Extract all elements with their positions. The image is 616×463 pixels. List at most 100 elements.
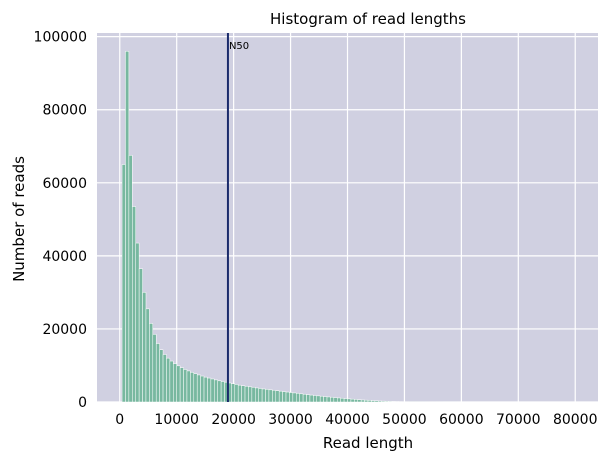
y-tick-label: 20000 — [42, 322, 87, 338]
histogram-bar — [128, 155, 133, 403]
histogram-bar — [237, 384, 242, 403]
histogram-bar — [190, 372, 195, 403]
histogram-bar — [149, 323, 154, 403]
histogram-bar — [302, 394, 307, 403]
histogram-bar — [306, 394, 311, 403]
histogram-bar — [388, 401, 393, 403]
histogram-bar — [132, 206, 136, 403]
histogram-bar — [337, 397, 341, 403]
histogram-bar — [176, 365, 181, 403]
histogram-bar — [210, 378, 215, 403]
histogram-bar — [340, 398, 345, 403]
histogram-bar — [241, 385, 246, 403]
histogram-bar — [364, 399, 369, 403]
histogram-bar — [384, 401, 389, 403]
histogram-bar — [162, 354, 167, 403]
histogram-bar — [268, 389, 273, 403]
x-tick-label: 80000 — [553, 412, 598, 428]
histogram-bars — [121, 51, 464, 403]
histogram-bar — [357, 399, 362, 403]
x-axis-label: Read length — [323, 434, 413, 452]
histogram-bar — [159, 349, 164, 403]
x-tick-label: 20000 — [211, 412, 256, 428]
histogram-bar — [173, 363, 177, 403]
histogram-bar — [333, 397, 338, 403]
histogram-bar — [285, 391, 290, 403]
histogram-bar — [125, 51, 130, 403]
histogram-bar — [251, 387, 256, 403]
histogram-bar — [217, 380, 222, 403]
histogram-bar — [193, 373, 198, 403]
histogram-bar — [289, 392, 294, 403]
histogram-bar — [135, 242, 140, 403]
x-tick-label: 30000 — [268, 412, 313, 428]
histogram-bar — [282, 391, 287, 403]
histogram-bar — [145, 308, 150, 403]
histogram-bar — [371, 400, 376, 403]
histogram-bar — [275, 390, 280, 403]
histogram-bar — [278, 390, 283, 403]
histogram-bar — [255, 387, 259, 403]
histogram-bar — [258, 388, 263, 403]
histogram-bar — [367, 400, 372, 403]
histogram-bar — [231, 383, 236, 403]
histogram-bar — [166, 357, 171, 403]
x-tick-label: 50000 — [382, 412, 427, 428]
histogram-bar — [200, 375, 205, 403]
n50-label: N50 — [229, 41, 249, 52]
histogram-bar — [360, 399, 365, 403]
histogram-bar — [299, 393, 304, 403]
histogram-bar — [330, 397, 335, 403]
x-tick-label: 60000 — [439, 412, 484, 428]
histogram-bar — [169, 360, 174, 403]
y-tick-label: 0 — [78, 395, 87, 411]
histogram-bar — [377, 400, 382, 403]
x-tick-label: 0 — [115, 412, 124, 428]
histogram-bar — [142, 292, 147, 403]
y-axis-ticks: 0 20000 40000 60000 80000 100000 — [34, 30, 87, 411]
histogram-bar — [265, 389, 270, 403]
x-tick-label: 10000 — [154, 412, 199, 428]
histogram-bar — [196, 374, 201, 403]
histogram-bar — [261, 388, 266, 403]
histogram-bar — [155, 343, 160, 403]
histogram-bar — [374, 400, 379, 403]
histogram-bar — [309, 394, 314, 403]
histogram-bar — [244, 386, 249, 403]
x-axis-ticks: 0 10000 20000 30000 40000 50000 60000 70000 8000… — [115, 412, 597, 428]
histogram-bar — [186, 370, 191, 403]
histogram-bar — [292, 392, 297, 403]
chart-title: Histogram of read lengths — [270, 10, 466, 28]
histogram-bar — [214, 379, 218, 403]
histogram-bar — [343, 398, 348, 403]
histogram-bar — [248, 386, 253, 403]
histogram-bar — [220, 381, 225, 403]
histogram-bar — [138, 268, 143, 403]
histogram-bar — [121, 164, 126, 403]
histogram-bar — [207, 377, 212, 403]
histogram-bar — [152, 334, 157, 403]
histogram-bar — [347, 398, 352, 403]
y-axis-label: Number of reads — [10, 156, 28, 282]
histogram-bar — [313, 395, 318, 403]
y-tick-label: 100000 — [34, 30, 87, 46]
histogram-bar — [354, 399, 358, 403]
histogram-bar — [316, 395, 321, 403]
y-tick-label: 40000 — [42, 249, 87, 265]
y-tick-label: 60000 — [42, 176, 87, 192]
histogram-bar — [272, 390, 277, 403]
histogram-bar — [350, 398, 355, 403]
histogram-bar — [183, 369, 188, 403]
histogram-bar — [381, 400, 386, 403]
histogram-bar — [203, 376, 208, 403]
histogram-bar — [296, 393, 300, 403]
histogram-bar — [326, 396, 331, 403]
histogram-bar — [323, 396, 328, 403]
x-tick-label: 70000 — [496, 412, 541, 428]
histogram-bar — [319, 395, 324, 403]
histogram-bar — [234, 384, 239, 403]
histogram-bar — [179, 367, 184, 403]
x-tick-label: 40000 — [325, 412, 370, 428]
y-tick-label: 80000 — [42, 103, 87, 119]
